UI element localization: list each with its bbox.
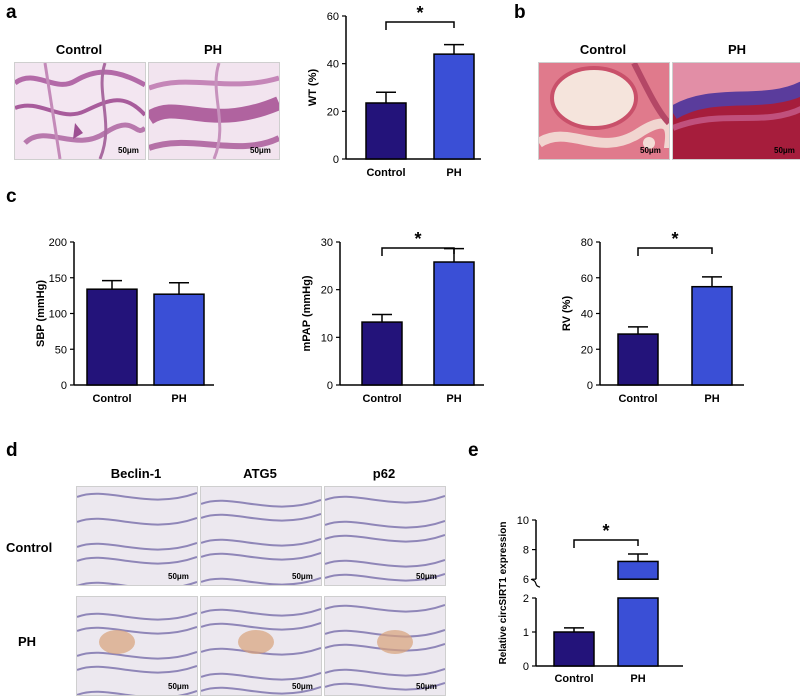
- y-tick-label: 20: [321, 285, 333, 297]
- y-tick-label: 20: [581, 344, 593, 356]
- ihc-atg5-ph-scale-bar: 50μm: [292, 682, 313, 691]
- panel-letter-b: b: [514, 2, 526, 23]
- y-tick-label: 0: [327, 380, 333, 392]
- ihc-atg5-control-micrograph: [200, 486, 322, 586]
- x-tick-label-control: Control: [618, 393, 657, 405]
- y-tick-label: 0: [333, 154, 339, 166]
- ihc-beclin1-ph-micrograph: [76, 596, 198, 696]
- panel-b-ph-micrograph: [672, 62, 800, 160]
- y-tick-label: 10: [517, 515, 529, 527]
- y-tick-label: 1: [523, 627, 529, 639]
- significance-bracket: [573, 539, 639, 548]
- x-tick-label-control: Control: [362, 393, 401, 405]
- panel-d-row-control: Control: [6, 540, 53, 555]
- y-tick-label: 0: [61, 380, 67, 392]
- significance-star: *: [416, 3, 423, 23]
- panel-b-control-micrograph: [538, 62, 670, 160]
- bar-ph: [153, 293, 205, 386]
- panel-letter-e: e: [468, 440, 479, 461]
- ihc-atg5-control-scale-bar: 50μm: [292, 572, 313, 581]
- y-tick-label: 30: [321, 237, 333, 249]
- panel-b-label-ph: PH: [727, 42, 747, 57]
- y-tick-label: 60: [327, 11, 339, 23]
- y-axis-label: RV (%): [561, 296, 573, 332]
- panel-d-col-p62: p62: [372, 466, 396, 481]
- ihc-beclin1-control-scale-bar: 50μm: [168, 572, 189, 581]
- bar-control: [361, 321, 403, 386]
- panel-a-control-micrograph: [14, 62, 146, 160]
- wt-bar-chart: 0 20 40 60 WT (%) Control PH *: [307, 3, 481, 179]
- panel-d-col-beclin1: Beclin-1: [110, 466, 162, 481]
- panel-letter-d: d: [6, 440, 18, 461]
- y-tick-label: 100: [49, 309, 67, 321]
- panel-letter-a: a: [6, 2, 17, 23]
- axis-break-mark: [530, 578, 541, 588]
- bar-ph: [433, 53, 475, 160]
- ihc-p62-control-scale-bar: 50μm: [416, 572, 437, 581]
- y-axis-label: SBP (mmHg): [35, 280, 47, 347]
- mpap-bar-chart: 0 10 20 30 mPAP (mmHg) Control PH *: [301, 230, 484, 405]
- bar-control: [365, 102, 407, 160]
- significance-star: *: [671, 230, 678, 249]
- ihc-beclin1-ph-scale-bar: 50μm: [168, 682, 189, 691]
- significance-bracket: [381, 247, 455, 256]
- panel-a-label-ph: PH: [203, 42, 223, 57]
- bar-ph-upper: [617, 560, 659, 580]
- panel-a-label-control: Control: [55, 42, 103, 57]
- x-tick-label-ph: PH: [630, 673, 645, 685]
- bar-control: [553, 631, 595, 667]
- y-tick-label: 6: [523, 574, 529, 586]
- x-tick-label-ph: PH: [446, 167, 461, 179]
- x-tick-label-control: Control: [366, 167, 405, 179]
- panel-b-control-scale-bar: 50μm: [640, 146, 661, 155]
- y-tick-label: 10: [321, 332, 333, 344]
- y-tick-label: 0: [523, 661, 529, 673]
- bar-control: [86, 288, 138, 386]
- y-tick-label: 0: [587, 380, 593, 392]
- x-tick-label-ph: PH: [704, 393, 719, 405]
- ihc-p62-ph-scale-bar: 50μm: [416, 682, 437, 691]
- y-axis-label: WT (%): [307, 69, 319, 107]
- x-tick-label-control: Control: [554, 673, 593, 685]
- y-tick-label: 80: [581, 237, 593, 249]
- panel-b-ph-scale-bar: 50μm: [774, 146, 795, 155]
- y-tick-label: 200: [49, 237, 67, 249]
- y-axis-label: Relative circSIRT1 expression: [498, 522, 509, 665]
- y-tick-label: 50: [55, 344, 67, 356]
- y-axis-label: mPAP (mmHg): [301, 275, 313, 351]
- significance-star: *: [602, 521, 609, 541]
- ihc-atg5-ph-micrograph: [200, 596, 322, 696]
- rv-bar-chart: 0 20 40 60 80 RV (%) Control PH *: [561, 230, 744, 405]
- panel-letter-c: c: [6, 186, 17, 207]
- y-tick-label: 60: [581, 273, 593, 285]
- x-tick-label-ph: PH: [171, 393, 186, 405]
- ihc-beclin1-control-micrograph: [76, 486, 198, 586]
- ihc-p62-ph-micrograph: [324, 596, 446, 696]
- panel-b-label-control: Control: [579, 42, 627, 57]
- bar-ph: [433, 261, 475, 386]
- panel-a-ph-scale-bar: 50μm: [250, 146, 271, 155]
- panel-d-col-atg5: ATG5: [243, 466, 277, 481]
- y-tick-label: 2: [523, 593, 529, 605]
- bar-ph-lower: [617, 597, 659, 667]
- significance-bracket: [385, 21, 455, 30]
- circsirt1-bar-chart: 0 1 2 6 8 10 Relative circSIRT1 expression Cont…: [498, 515, 683, 685]
- panel-d-row-ph: PH: [18, 634, 37, 649]
- ihc-p62-control-micrograph: [324, 486, 446, 586]
- y-tick-label: 20: [327, 106, 339, 118]
- significance-star: *: [414, 230, 421, 249]
- panel-a-control-scale-bar: 50μm: [118, 146, 139, 155]
- x-tick-label-control: Control: [92, 393, 131, 405]
- y-tick-label: 150: [49, 273, 67, 285]
- sbp-bar-chart: 0 50 100 150 200 SBP (mmHg) Control PH: [35, 237, 214, 405]
- bar-ph: [691, 285, 733, 386]
- y-tick-label: 8: [523, 545, 529, 557]
- significance-bracket: [637, 247, 713, 256]
- panel-a-ph-micrograph: [148, 62, 280, 160]
- y-tick-label: 40: [327, 59, 339, 71]
- bar-control: [617, 333, 659, 386]
- x-tick-label-ph: PH: [446, 393, 461, 405]
- y-tick-label: 40: [581, 309, 593, 321]
